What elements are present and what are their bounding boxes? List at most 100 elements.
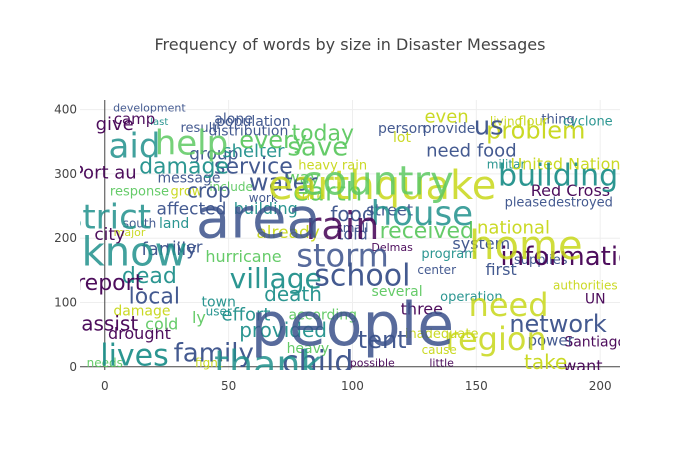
word-small: small — [336, 221, 368, 235]
word-system: system — [452, 234, 510, 253]
word-building: building — [498, 159, 618, 194]
word-aid: aid — [109, 127, 161, 167]
word-thank: thank — [214, 342, 322, 386]
x-tick-label: 100 — [341, 379, 364, 393]
word-response: response — [110, 184, 169, 199]
word-port-au: Port au — [73, 162, 137, 183]
word-district: district — [34, 197, 152, 237]
word-development: development — [113, 101, 186, 114]
word-several: several — [372, 284, 423, 300]
word-power: power — [527, 332, 574, 350]
word-united-nation: United Nation — [510, 154, 620, 173]
word-authorities: authorities — [553, 278, 618, 292]
word-destroyed: destroyed — [548, 195, 613, 210]
word-rice: rice — [302, 189, 324, 203]
y-tick-label: 200 — [54, 231, 77, 245]
word-know: know — [82, 229, 188, 275]
word-give: give — [96, 114, 134, 135]
word-save: save — [287, 133, 348, 163]
word-cause: cause — [422, 343, 457, 357]
word-received: received — [380, 219, 474, 244]
word-major: major — [114, 226, 146, 239]
word-lives: lives — [100, 339, 169, 374]
word-program: program — [421, 247, 477, 262]
word-every: every — [239, 126, 307, 154]
word-home: home — [469, 223, 582, 269]
x-tick-label: 200 — [589, 379, 612, 393]
word-rain: rain — [306, 204, 380, 248]
word-area: area — [196, 186, 321, 251]
word-death: death — [264, 282, 322, 306]
word-un: UN — [585, 291, 606, 307]
word-even: even — [424, 106, 468, 127]
word-city: city — [94, 225, 125, 245]
word-country: country — [301, 159, 454, 205]
word-message: message — [158, 170, 221, 186]
word-house: house — [371, 194, 474, 234]
word-need-food: need food — [426, 140, 517, 161]
word-please: please — [505, 195, 548, 210]
word-take: take — [524, 350, 567, 374]
grid-lines — [80, 100, 620, 370]
word-south: south — [123, 217, 157, 231]
word-cold: cold — [145, 315, 178, 334]
word-thing: thing — [541, 112, 574, 127]
word-provided: provided — [239, 318, 327, 342]
word-already: already — [256, 223, 319, 243]
word-want: want — [563, 356, 602, 375]
word-river: river — [166, 237, 203, 256]
word-damage: damage — [139, 155, 229, 180]
word-person: person — [378, 121, 426, 137]
word-land: land — [159, 216, 189, 232]
word-affected: affected — [157, 199, 227, 219]
word-shelter: shelter — [222, 141, 285, 162]
word-drought: drought — [108, 324, 171, 343]
word-tent: tent — [358, 326, 407, 354]
word-according: according — [288, 307, 357, 323]
word-told: told — [337, 225, 368, 244]
word-school: school — [314, 258, 410, 293]
word-lot: lot — [393, 130, 411, 146]
word-network: network — [509, 310, 607, 338]
word-child: child — [282, 345, 353, 380]
word-us: us — [474, 112, 504, 142]
word-three: three — [401, 300, 443, 319]
word-way: way — [286, 168, 320, 188]
word-grow: grow — [171, 184, 203, 199]
word-national: national — [477, 218, 550, 239]
word-first: first — [485, 260, 516, 279]
word-crop: crop — [187, 178, 231, 202]
word-village: village — [230, 262, 322, 295]
word-town: town — [202, 295, 236, 311]
y-tick-label: 400 — [54, 103, 77, 117]
word-assist: assist — [81, 312, 138, 336]
word-family: family — [141, 239, 197, 260]
word-cyclone: cyclone — [563, 114, 613, 129]
word-family: family — [174, 338, 254, 368]
word-living: living — [490, 114, 522, 128]
word-little: little — [429, 357, 454, 370]
y-tick-label: 300 — [54, 167, 77, 181]
word-food: food — [330, 202, 374, 226]
word-information: information — [500, 242, 650, 272]
word-alone: alone — [214, 111, 253, 127]
word-possible: possible — [350, 357, 395, 370]
word-problem: problem — [486, 117, 585, 145]
word-delmas: Delmas — [371, 241, 413, 254]
word-effort: effort — [221, 304, 270, 325]
word-storm: storm — [296, 237, 389, 275]
word-center: center — [417, 263, 456, 277]
word-needs: needs — [87, 356, 123, 370]
word-local: local — [129, 284, 180, 309]
axes: 0 100 200 300 400 0 50 100 150 200 — [54, 100, 620, 393]
word-ly: ly — [192, 308, 206, 327]
word-group: group — [189, 145, 238, 165]
word-water: water — [249, 169, 318, 197]
word-marks: last development major Delmas possible little… — [34, 101, 650, 386]
word-militar: militar — [487, 157, 526, 171]
word-region: region — [446, 320, 547, 358]
word-last: last — [150, 117, 168, 128]
word-result: result — [181, 121, 218, 136]
word-distribution: distribution — [209, 124, 289, 140]
x-tick-label: 0 — [101, 379, 109, 393]
